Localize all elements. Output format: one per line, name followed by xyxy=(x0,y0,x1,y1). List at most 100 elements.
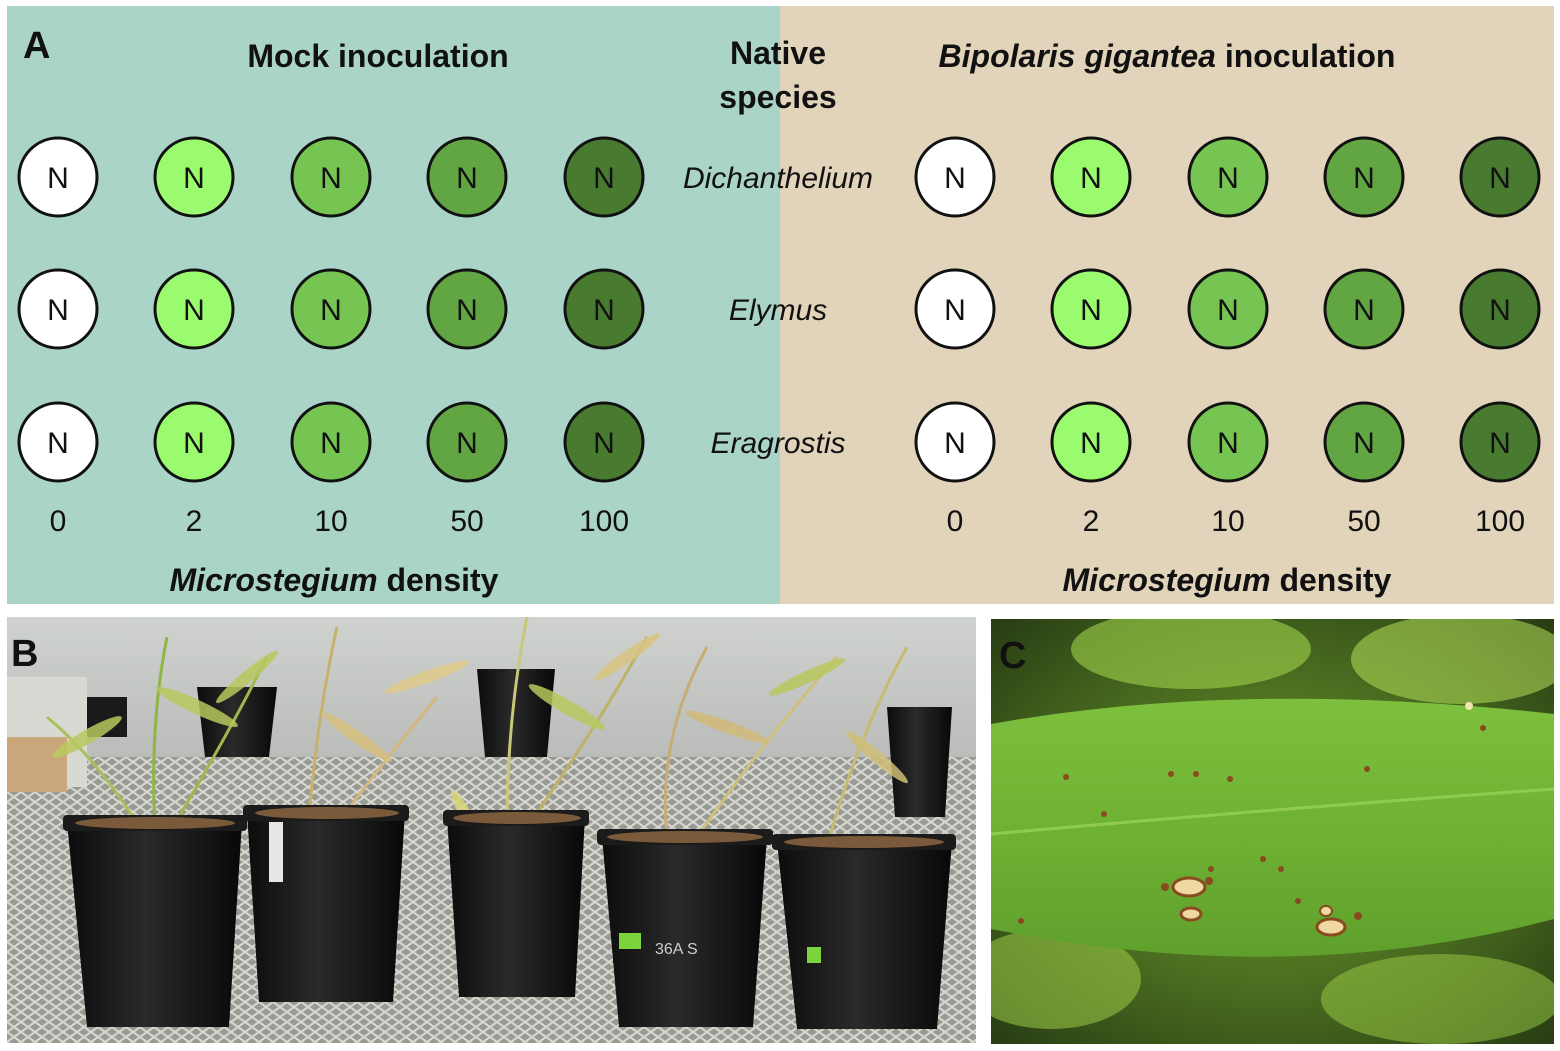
mock-eragrostis-density-50-circle: N xyxy=(426,401,508,483)
species-label-eragrostis: Eragrostis xyxy=(710,427,845,460)
native-marker: N xyxy=(47,427,69,460)
mock-density-label-50: 50 xyxy=(450,505,483,538)
native-marker: N xyxy=(456,162,478,195)
bipolaris-eragrostis-density-2-circle: N xyxy=(1050,401,1132,483)
native-marker: N xyxy=(1489,427,1511,460)
native-marker: N xyxy=(1217,427,1239,460)
panel-b-letter: B xyxy=(11,633,39,675)
mock-elymus-density-2-circle: N xyxy=(153,268,235,350)
bipolaris-dichanthelium-density-10-circle: N xyxy=(1187,136,1269,218)
density-circle xyxy=(153,401,235,483)
bipolaris-title-rest: inoculation xyxy=(1216,38,1396,74)
panel-a-design: A Mock inoculation Bipolaris gigantea in… xyxy=(7,6,1554,604)
native-marker: N xyxy=(1080,427,1102,460)
left-axis-label-genus: Microstegium xyxy=(170,562,378,598)
native-marker: N xyxy=(47,162,69,195)
density-circle xyxy=(17,268,99,350)
density-circle xyxy=(426,136,508,218)
native-marker: N xyxy=(593,162,615,195)
native-marker: N xyxy=(1217,162,1239,195)
bipolaris-elymus-density-10-circle: N xyxy=(1187,268,1269,350)
native-marker: N xyxy=(944,294,966,327)
density-circle xyxy=(1459,136,1541,218)
bipolaris-title: Bipolaris gigantea inoculation xyxy=(939,38,1396,74)
bipolaris-background xyxy=(780,6,1554,604)
bipolaris-dichanthelium-density-2-circle: N xyxy=(1050,136,1132,218)
density-circle xyxy=(914,268,996,350)
density-circle xyxy=(426,268,508,350)
density-circle xyxy=(1459,268,1541,350)
density-circle xyxy=(1323,268,1405,350)
mock-elymus-density-0-circle: N xyxy=(17,268,99,350)
mock-background xyxy=(7,6,780,604)
density-circle xyxy=(1050,268,1132,350)
native-marker: N xyxy=(1489,162,1511,195)
native-marker: N xyxy=(320,294,342,327)
bipolaris-elymus-density-0-circle: N xyxy=(914,268,996,350)
panel-c-leaf-photo: C xyxy=(991,619,1554,1044)
bipolaris-dichanthelium-density-100-circle: N xyxy=(1459,136,1541,218)
mock-density-label-100: 100 xyxy=(579,505,629,538)
native-marker: N xyxy=(944,162,966,195)
native-marker: N xyxy=(1353,294,1375,327)
pot-label: 36A S xyxy=(655,941,698,958)
species-label-dichanthelium: Dichanthelium xyxy=(683,162,873,195)
pot xyxy=(447,817,585,997)
native-marker: N xyxy=(593,427,615,460)
bipolaris-elymus-density-50-circle: N xyxy=(1323,268,1405,350)
cardboard-box xyxy=(7,737,67,792)
mock-eragrostis-density-0-circle: N xyxy=(17,401,99,483)
leaf-illustration xyxy=(991,619,1554,1044)
density-circle xyxy=(563,268,645,350)
bipolaris-dichanthelium-density-0-circle: N xyxy=(914,136,996,218)
soil xyxy=(75,807,944,848)
right-axis-label-genus: Microstegium xyxy=(1063,562,1271,598)
native-marker: N xyxy=(1353,162,1375,195)
mock-dichanthelium-density-100-circle: N xyxy=(563,136,645,218)
native-marker: N xyxy=(944,427,966,460)
density-circle xyxy=(1187,136,1269,218)
native-header-line1: Native xyxy=(730,35,826,71)
plant-tag xyxy=(269,822,283,882)
greenhouse-illustration: 36A S xyxy=(7,617,976,1043)
bipolaris-density-label-2: 2 xyxy=(1083,505,1100,538)
leaf-midrib xyxy=(991,787,1554,836)
density-circle xyxy=(153,268,235,350)
native-marker: N xyxy=(456,294,478,327)
pot-sticker xyxy=(807,947,821,963)
leaves xyxy=(52,633,908,844)
density-circle xyxy=(17,136,99,218)
species-labels: Dichanthelium Elymus Eragrostis xyxy=(683,162,873,460)
species-label-elymus: Elymus xyxy=(729,294,827,327)
pot xyxy=(67,822,242,1027)
design-diagram: A Mock inoculation Bipolaris gigantea in… xyxy=(7,6,1554,604)
density-circle xyxy=(914,136,996,218)
density-labels: 0 2 10 50 100 0 2 10 50 100 xyxy=(50,505,1525,538)
lesions xyxy=(1018,702,1486,937)
mock-dichanthelium-density-50-circle: N xyxy=(426,136,508,218)
panel-c-letter: C xyxy=(999,635,1027,677)
density-circle xyxy=(1050,401,1132,483)
density-circle xyxy=(563,136,645,218)
pot xyxy=(777,842,952,1029)
density-circle xyxy=(1459,401,1541,483)
bipolaris-eragrostis-density-10-circle: N xyxy=(1187,401,1269,483)
mock-elymus-density-100-circle: N xyxy=(563,268,645,350)
pot xyxy=(602,837,767,1027)
bipolaris-eragrostis-density-100-circle: N xyxy=(1459,401,1541,483)
panel-b-greenhouse-photo: 36A S B xyxy=(7,617,976,1043)
bipolaris-elymus-density-2-circle: N xyxy=(1050,268,1132,350)
bipolaris-density-label-100: 100 xyxy=(1475,505,1525,538)
back-pot xyxy=(887,707,952,817)
pot-sticker xyxy=(619,933,641,949)
density-circle xyxy=(290,268,372,350)
bipolaris-density-label-50: 50 xyxy=(1347,505,1380,538)
density-circle xyxy=(1187,268,1269,350)
density-circle xyxy=(153,136,235,218)
bipolaris-elymus-density-100-circle: N xyxy=(1459,268,1541,350)
mock-eragrostis-density-10-circle: N xyxy=(290,401,372,483)
density-circle xyxy=(914,401,996,483)
back-pot xyxy=(197,687,277,757)
panel-a-letter: A xyxy=(23,25,50,67)
density-circle xyxy=(1050,136,1132,218)
